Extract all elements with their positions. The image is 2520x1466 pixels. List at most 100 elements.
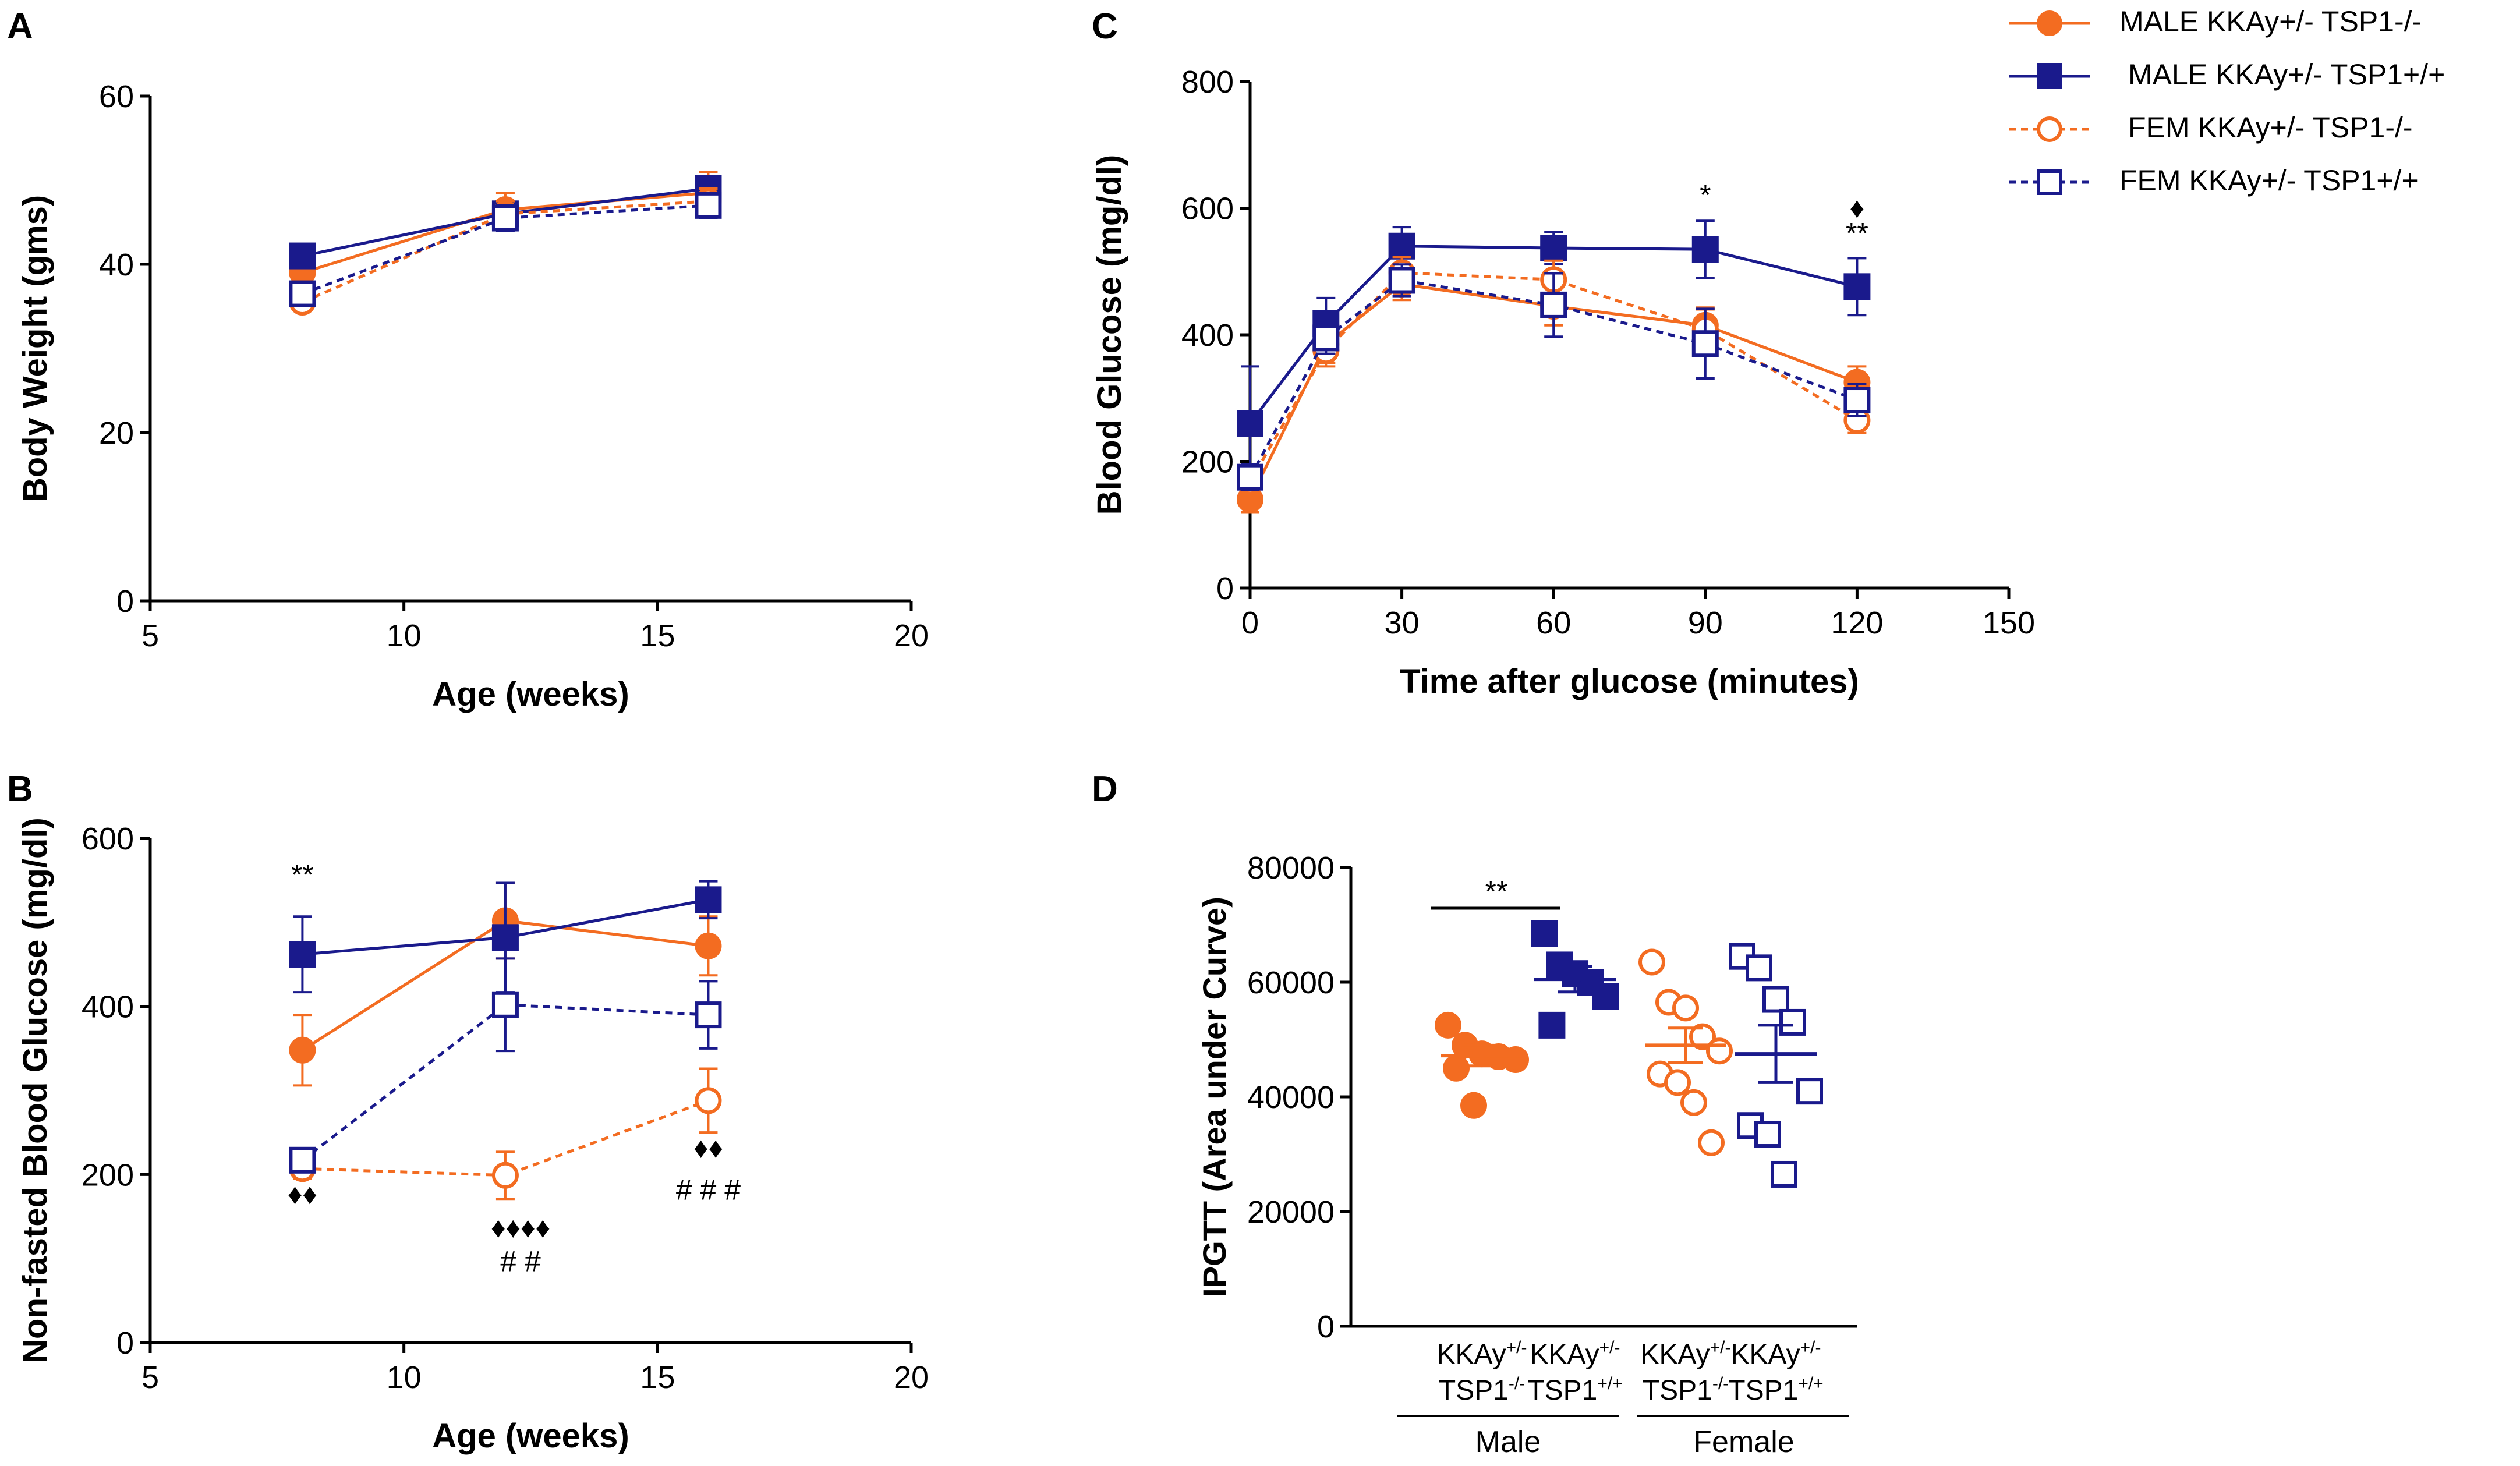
data-point — [1388, 232, 1415, 260]
y-tick-label: 400 — [1181, 318, 1234, 353]
data-point — [1388, 267, 1415, 294]
y-tick-label: 600 — [1181, 192, 1234, 226]
data-point — [1746, 954, 1772, 982]
data-point — [1796, 1078, 1823, 1105]
y-tick-label: 20 — [99, 416, 134, 451]
group-male-tsp1-ko — [1435, 1011, 1529, 1119]
data-point — [1540, 291, 1567, 318]
group-label-line1: KKAy+/- — [1530, 1338, 1620, 1370]
significance-annotation: ♦ — [1850, 192, 1865, 224]
data-point — [1460, 1092, 1487, 1119]
significance-annotation: # # — [500, 1245, 541, 1277]
series-line — [1248, 278, 1858, 478]
data-point — [1531, 920, 1558, 947]
data-point — [1312, 324, 1340, 352]
y-tick-label: 0 — [1317, 1309, 1335, 1344]
data-point — [1771, 1160, 1797, 1188]
x-tick-label: 5 — [141, 618, 159, 653]
significance-annotation: * — [1700, 179, 1711, 211]
legend-label: FEM KKAy+/- TSP1+/+ — [2119, 164, 2419, 197]
group-label-line2: TSP1+/+ — [1728, 1374, 1823, 1406]
y-axis-title: IPGTT (Area under Curve) — [1196, 897, 1233, 1297]
data-point — [1443, 1054, 1470, 1082]
panel-label-b: B — [7, 769, 33, 809]
y-axis-title: Non-fasted Blood Glucose (mg/dl) — [16, 817, 54, 1364]
panel-c-ipgtt-time-course-chart: 0 200 400 600 800 0 30 60 90 120 150 Time after glu… — [1091, 65, 2035, 700]
y-tick-label: 200 — [1181, 445, 1234, 480]
group-label-line1: KKAy+/- — [1640, 1338, 1730, 1370]
x-tick-label: 10 — [387, 618, 422, 653]
data-point — [1843, 387, 1871, 414]
y-tick-label: 800 — [1181, 65, 1234, 100]
y-tick-label: 40000 — [1247, 1080, 1335, 1115]
legend-label: MALE KKAy+/- TSP1+/+ — [2128, 58, 2445, 91]
data-point — [695, 1001, 722, 1029]
panel-label-a: A — [7, 6, 33, 47]
data-point — [1664, 1069, 1691, 1096]
data-point — [1843, 273, 1871, 300]
x-axis-title: Time after glucose (minutes) — [1400, 663, 1859, 700]
x-tick-label: 0 — [1241, 605, 1259, 640]
legend-entry-female-tsp1-wt: FEM KKAy+/- TSP1+/+ — [2009, 164, 2419, 197]
significance-annotation: ** — [291, 858, 314, 891]
series-male-tsp1-wt — [1237, 219, 1871, 482]
x-tick-label: 15 — [640, 1360, 675, 1395]
y-tick-label: 600 — [82, 821, 134, 856]
group-male-tsp1-wt — [1531, 920, 1619, 1039]
data-point — [1691, 236, 1719, 263]
panel-d-ipgtt-auc-chart: 0 20000 40000 60000 80000 IPGTT (Area under C… — [1196, 851, 1857, 1459]
significance-annotation: # # # — [676, 1174, 741, 1206]
y-tick-label: 0 — [116, 584, 134, 619]
circle-marker-icon — [2037, 116, 2062, 142]
y-axis-title: Blood Glucose (mg/dl) — [1091, 155, 1128, 515]
group-female-tsp1-ko — [1638, 948, 1733, 1156]
data-point — [491, 1162, 519, 1189]
data-point — [1691, 330, 1719, 357]
series-female-tsp1-wt — [1237, 263, 1871, 491]
data-point — [1237, 463, 1263, 491]
panel-a-body-weight-chart: 0 20 40 60 5 10 15 20 Age (weeks) Body Weight (gm… — [16, 79, 929, 713]
y-tick-label: 60000 — [1247, 965, 1335, 1000]
x-tick-label: 120 — [1831, 605, 1883, 640]
series-female-tsp1-wt — [289, 957, 722, 1174]
data-point — [1672, 994, 1699, 1022]
data-point — [1754, 1121, 1781, 1148]
group-label-line2: TSP1-/- — [1643, 1374, 1729, 1406]
y-tick-label: 80000 — [1247, 851, 1335, 886]
data-point — [1592, 983, 1619, 1010]
data-point — [1435, 1011, 1461, 1039]
series-female-tsp1-wt — [289, 192, 722, 307]
legend-entry-male-tsp1-wt: MALE KKAy+/- TSP1+/+ — [2009, 58, 2445, 91]
series-male-tsp1-wt — [289, 880, 722, 994]
data-point — [695, 886, 722, 913]
y-tick-label: 200 — [82, 1157, 134, 1192]
x-tick-label: 20 — [894, 618, 929, 653]
data-point — [289, 1146, 316, 1174]
significance-annotation: ♦♦ — [693, 1131, 723, 1164]
data-point — [1638, 948, 1665, 976]
series-female-tsp1-ko — [289, 1067, 722, 1201]
group-female-tsp1-wt — [1729, 943, 1823, 1188]
y-tick-label: 20000 — [1247, 1195, 1335, 1230]
y-tick-label: 60 — [99, 79, 134, 114]
data-point — [1680, 1089, 1707, 1116]
data-point — [695, 1087, 722, 1114]
significance-annotation: ♦♦♦♦ — [491, 1212, 550, 1244]
data-point — [1540, 235, 1567, 262]
data-point — [289, 1036, 316, 1064]
data-point — [1698, 1129, 1725, 1156]
square-marker-icon — [2037, 169, 2062, 195]
legend-entry-female-tsp1-ko: FEM KKAy+/- TSP1-/- — [2009, 111, 2413, 144]
data-point — [695, 932, 722, 959]
x-tick-label: 30 — [1385, 605, 1420, 640]
data-point — [491, 924, 519, 951]
female-group-label: Female — [1693, 1425, 1794, 1459]
x-tick-label: 10 — [387, 1360, 422, 1395]
y-tick-label: 400 — [82, 990, 134, 1025]
data-point — [491, 991, 519, 1018]
square-marker-icon — [2037, 63, 2062, 89]
significance-annotation: ** — [1846, 217, 1868, 249]
y-axis-title: Body Weight (gms) — [16, 195, 54, 502]
circle-marker-icon — [2037, 10, 2062, 36]
